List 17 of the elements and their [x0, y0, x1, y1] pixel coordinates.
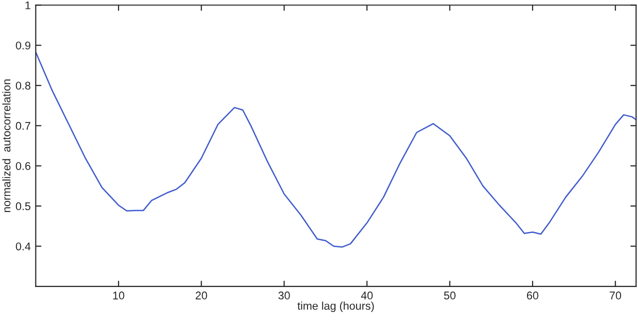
x-tick-label: 30: [278, 292, 290, 300]
y-tick-label: 0.4: [16, 242, 31, 250]
x-tick-label: 40: [361, 292, 373, 300]
line-series: [36, 52, 636, 248]
x-tick-label: 50: [444, 292, 456, 300]
y-tick-label: 0.6: [16, 162, 30, 170]
x-axis-title: time lag (hours): [297, 302, 374, 312]
x-tick-label: 20: [196, 292, 208, 300]
y-tick-label: 0.9: [16, 42, 30, 50]
y-tick-label: 0.8: [16, 82, 30, 90]
y-tick-label: 1: [26, 2, 30, 10]
y-tick-label: 0.7: [16, 122, 30, 130]
x-tick-label: 10: [113, 292, 124, 300]
y-tick-label: 0.5: [16, 202, 30, 210]
y-axis-title: normalized autocorrelation: [2, 79, 10, 212]
x-tick-label: 60: [526, 292, 538, 300]
x-tick-label: 70: [610, 292, 622, 300]
